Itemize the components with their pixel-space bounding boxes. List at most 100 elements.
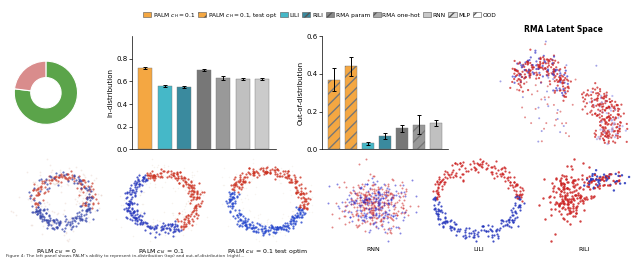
Point xyxy=(133,182,143,186)
Point xyxy=(609,121,620,125)
Point xyxy=(508,210,518,214)
Point xyxy=(586,109,596,113)
Point xyxy=(460,166,470,170)
Point xyxy=(54,173,65,177)
Point xyxy=(171,227,181,231)
Point xyxy=(365,221,376,225)
Point xyxy=(500,169,511,173)
Point xyxy=(516,78,526,82)
Point xyxy=(570,193,580,197)
Point xyxy=(240,179,250,183)
Point xyxy=(602,177,612,181)
Point xyxy=(56,172,67,176)
Point xyxy=(492,174,502,178)
Point xyxy=(524,58,534,62)
Point xyxy=(168,211,179,215)
Point xyxy=(189,183,199,187)
Point xyxy=(41,220,51,224)
Point xyxy=(562,185,572,189)
Point xyxy=(556,110,566,114)
Point xyxy=(377,199,387,204)
Point xyxy=(368,180,378,184)
Point xyxy=(179,215,189,219)
Point xyxy=(65,220,75,224)
Point xyxy=(546,207,556,211)
Point xyxy=(179,224,189,228)
Point xyxy=(493,228,504,232)
Point xyxy=(500,219,511,223)
Point xyxy=(358,206,369,211)
Point xyxy=(225,198,235,202)
Point xyxy=(238,220,248,224)
Point xyxy=(53,220,63,224)
Point xyxy=(81,204,92,208)
Point xyxy=(11,213,21,217)
Point xyxy=(514,203,524,207)
Point xyxy=(141,178,152,182)
Point xyxy=(392,191,403,195)
Point xyxy=(355,207,365,212)
Point xyxy=(610,108,620,112)
Point xyxy=(166,223,177,228)
Point xyxy=(39,179,49,183)
Point xyxy=(258,230,268,235)
Point xyxy=(580,104,590,109)
Point xyxy=(234,180,244,184)
Point xyxy=(152,172,163,176)
Point xyxy=(140,223,150,227)
Point xyxy=(504,170,514,174)
Point xyxy=(579,208,589,212)
Point xyxy=(185,183,195,187)
Point xyxy=(390,204,401,209)
Point xyxy=(171,176,181,180)
Point xyxy=(150,232,160,236)
Point xyxy=(603,134,613,138)
Point xyxy=(137,222,147,226)
Point xyxy=(588,177,598,181)
Point xyxy=(242,219,252,223)
Point xyxy=(189,194,200,198)
Point xyxy=(148,165,159,169)
Point xyxy=(270,177,280,181)
Point xyxy=(52,181,63,185)
Point xyxy=(125,209,135,213)
Point xyxy=(600,122,611,126)
Point xyxy=(77,178,88,182)
Point xyxy=(595,104,605,109)
Point xyxy=(298,203,308,207)
Point xyxy=(346,202,356,206)
Point xyxy=(188,189,198,193)
Point xyxy=(31,209,42,213)
Point xyxy=(65,223,75,228)
Point xyxy=(514,197,524,201)
Point xyxy=(158,173,168,177)
Point xyxy=(519,65,529,69)
Point xyxy=(123,208,133,212)
Point xyxy=(540,67,550,71)
Point xyxy=(346,210,356,214)
Point xyxy=(258,232,268,236)
Point xyxy=(602,130,612,134)
Point xyxy=(547,181,557,185)
Point xyxy=(30,201,40,205)
Point xyxy=(246,170,257,174)
Point xyxy=(567,167,577,171)
Point xyxy=(596,100,607,104)
Point xyxy=(183,216,193,220)
Point xyxy=(411,193,421,198)
Point xyxy=(360,194,370,198)
Point xyxy=(140,220,150,224)
Point xyxy=(173,230,184,234)
Point xyxy=(541,73,552,77)
Point xyxy=(332,182,342,186)
Point xyxy=(23,197,33,201)
Point xyxy=(255,167,266,171)
Point xyxy=(558,181,568,185)
Point xyxy=(288,226,298,230)
Point xyxy=(563,85,573,89)
Point xyxy=(42,220,52,224)
Point xyxy=(179,175,189,180)
Point xyxy=(565,199,575,204)
Point xyxy=(469,233,479,237)
Point xyxy=(543,195,554,199)
